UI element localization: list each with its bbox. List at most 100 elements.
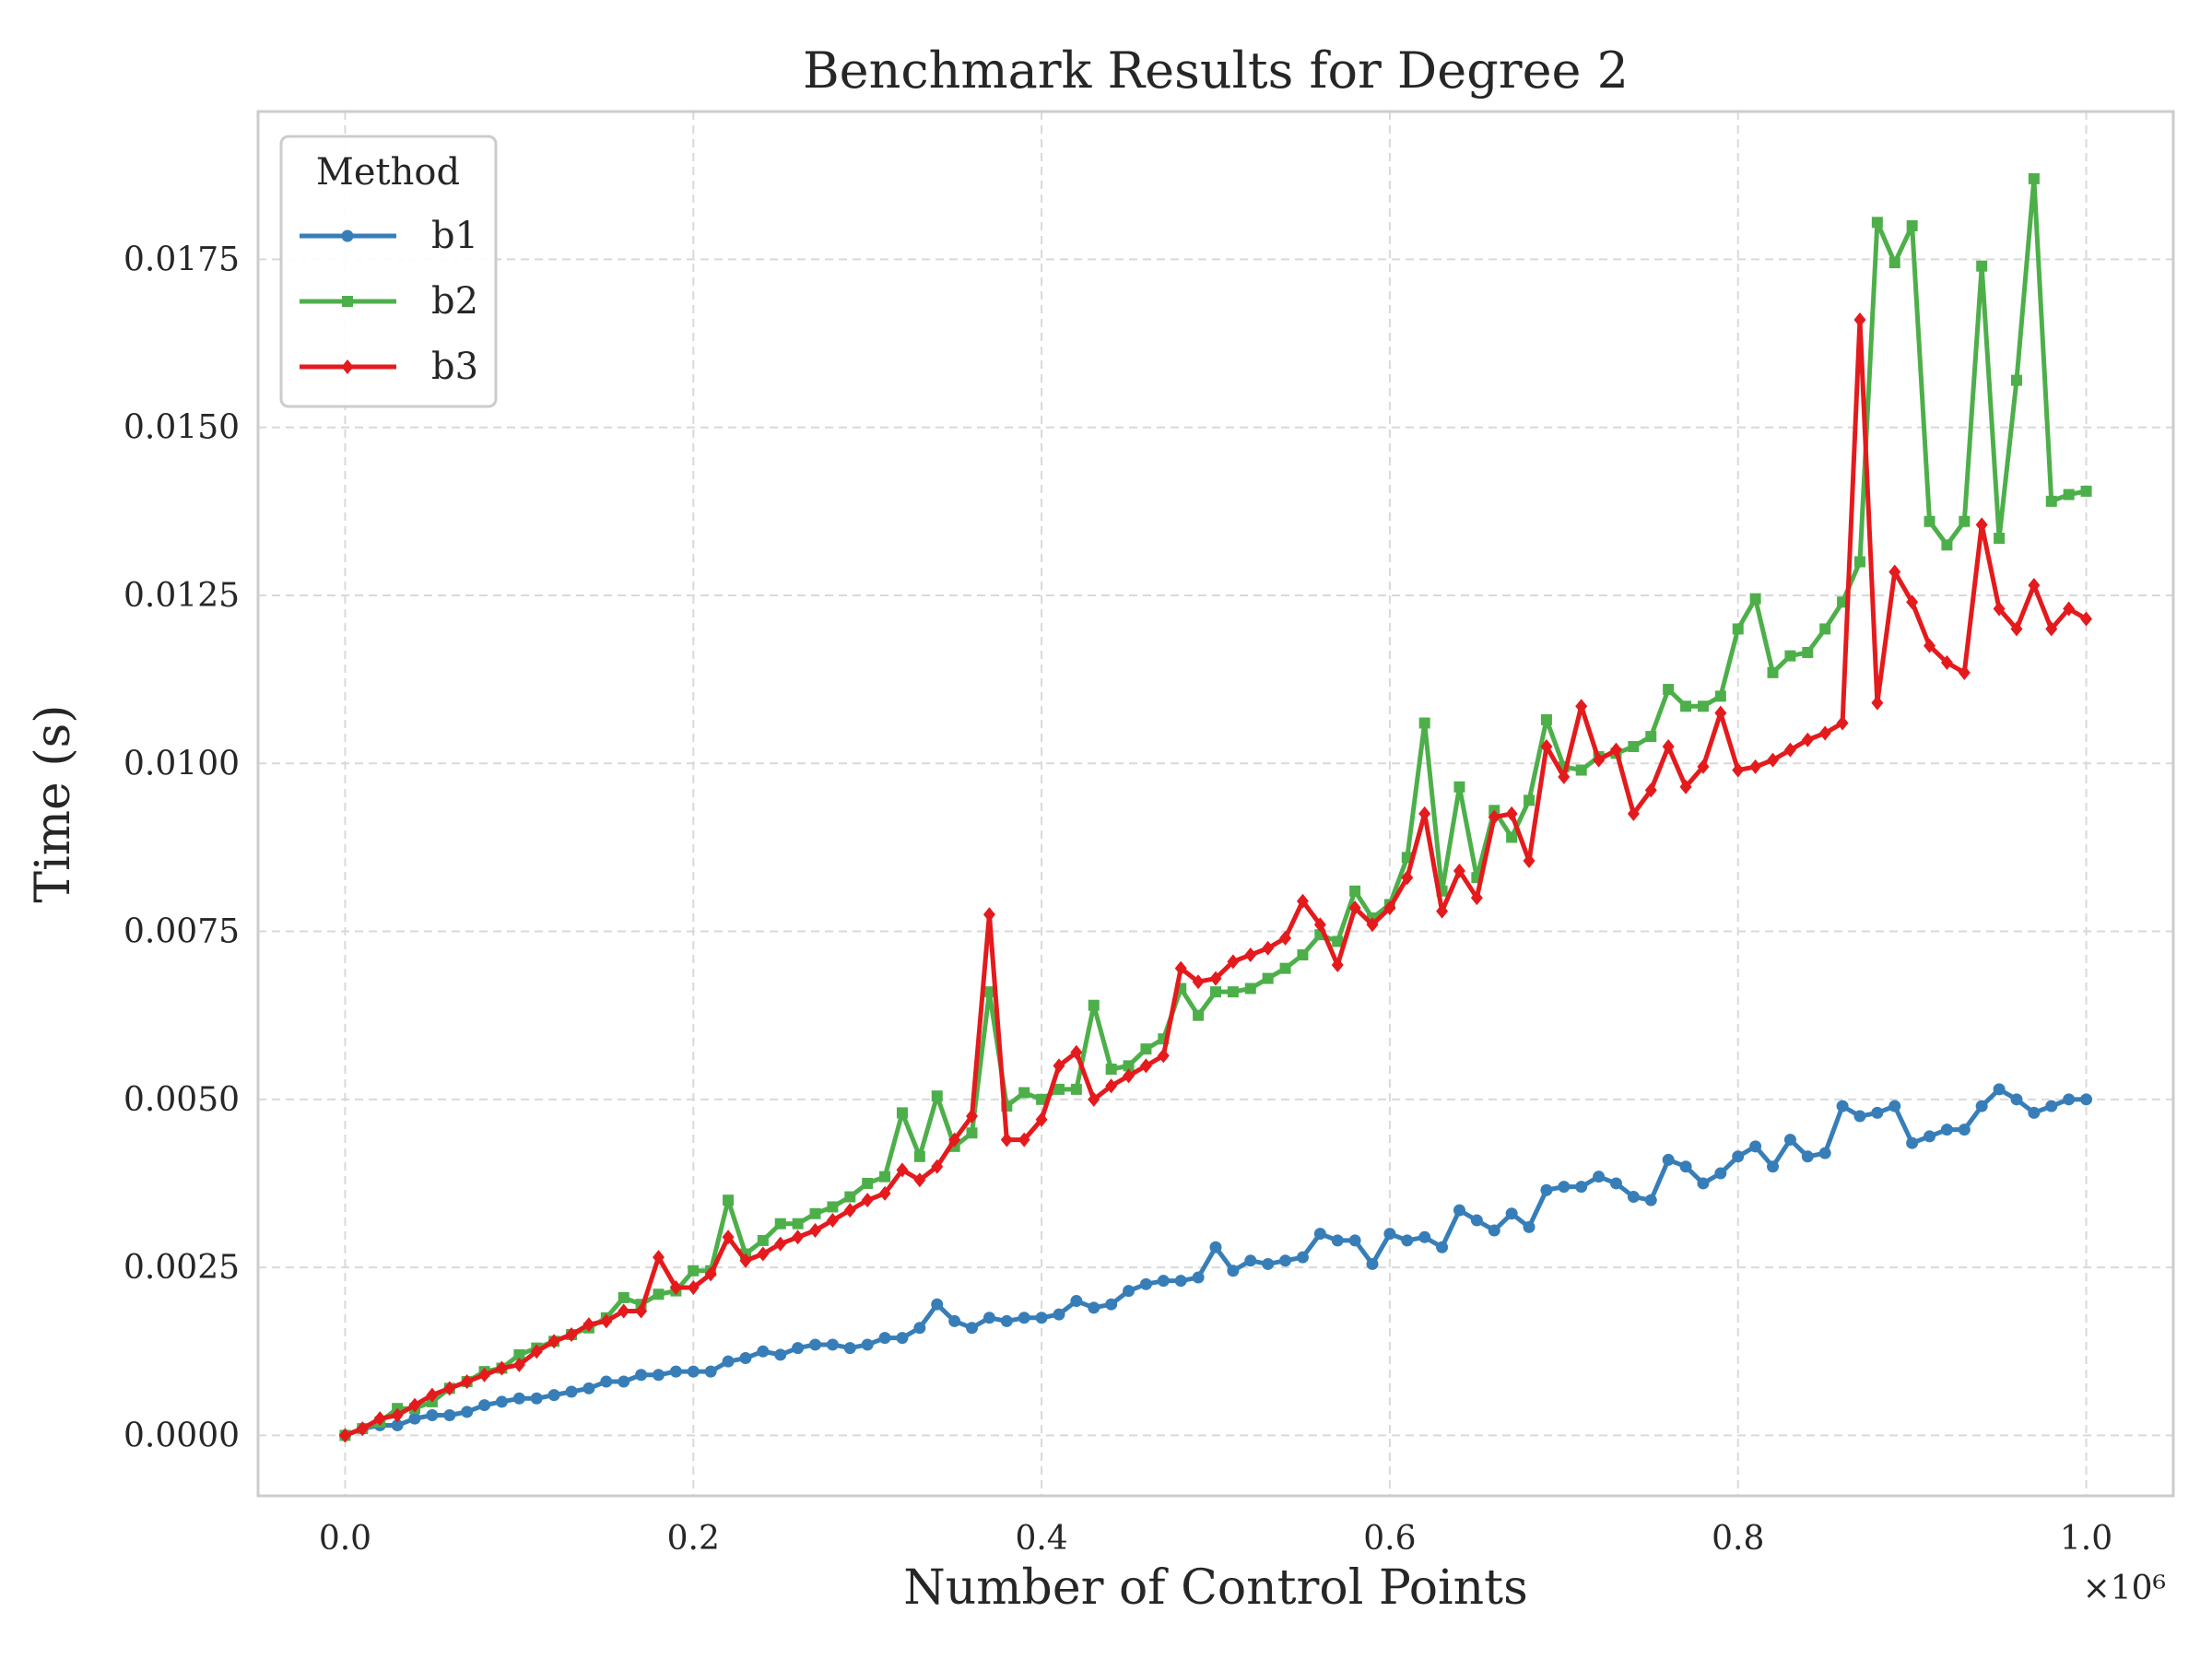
series-layer xyxy=(338,172,2093,1443)
data-point-b1 xyxy=(1697,1177,1710,1190)
data-point-b1 xyxy=(1383,1228,1396,1241)
data-point-b1 xyxy=(1609,1177,1622,1190)
data-point-b3 xyxy=(809,1222,822,1238)
legend-swatch-marker xyxy=(342,296,353,307)
data-point-b1 xyxy=(1157,1275,1170,1288)
data-point-b3 xyxy=(1940,654,1953,670)
data-point-b2 xyxy=(2063,488,2075,500)
data-point-b3 xyxy=(1070,1044,1083,1060)
data-point-b3 xyxy=(1767,752,1780,768)
data-point-b2 xyxy=(827,1201,839,1213)
data-point-b2 xyxy=(1819,623,1831,635)
data-point-b3 xyxy=(565,1327,578,1343)
data-point-b2 xyxy=(1697,700,1709,712)
data-point-b1 xyxy=(426,1409,439,1422)
data-point-b3 xyxy=(443,1381,456,1396)
x-tick-label: 0.4 xyxy=(1015,1520,1067,1558)
data-point-b1 xyxy=(687,1365,700,1378)
data-point-b1 xyxy=(652,1369,665,1382)
data-point-b3 xyxy=(1088,1091,1100,1107)
data-point-b1 xyxy=(1436,1241,1449,1253)
data-point-b1 xyxy=(1662,1153,1675,1166)
data-point-b3 xyxy=(1035,1112,1048,1127)
data-point-b2 xyxy=(1053,1083,1065,1095)
data-point-b3 xyxy=(687,1279,700,1295)
data-point-b2 xyxy=(1453,781,1465,793)
data-point-b1 xyxy=(618,1375,630,1388)
data-point-b1 xyxy=(1279,1254,1292,1267)
data-point-b3 xyxy=(652,1250,665,1265)
data-point-b3 xyxy=(478,1367,491,1382)
data-point-b3 xyxy=(1436,903,1449,919)
data-point-b3 xyxy=(582,1317,595,1333)
data-point-b1 xyxy=(2010,1093,2023,1106)
data-point-b1 xyxy=(722,1355,735,1368)
data-point-b1 xyxy=(1871,1106,1884,1119)
legend-swatch-marker xyxy=(341,359,354,374)
data-point-b2 xyxy=(931,1090,943,1102)
data-point-b2 xyxy=(1663,684,1675,696)
data-point-b3 xyxy=(1924,638,1936,653)
legend-items: b1 b2 b3 xyxy=(300,215,478,388)
data-point-b2 xyxy=(1888,257,1900,269)
data-point-b1 xyxy=(1000,1314,1013,1327)
data-point-b1 xyxy=(1244,1254,1257,1267)
data-point-b2 xyxy=(1837,596,1849,608)
data-point-b2 xyxy=(2080,485,2092,497)
data-point-b2 xyxy=(1123,1060,1135,1072)
x-axis-label: Number of Control Points xyxy=(903,1560,1528,1616)
data-point-b1 xyxy=(982,1312,995,1324)
data-point-b3 xyxy=(1975,517,1988,533)
data-point-b2 xyxy=(1279,962,1291,974)
data-point-b1 xyxy=(1209,1241,1222,1253)
x-tick-label: 0.2 xyxy=(667,1520,720,1558)
data-point-b1 xyxy=(1366,1257,1379,1270)
data-point-b3 xyxy=(982,907,995,923)
data-point-b1 xyxy=(1940,1124,1953,1136)
data-point-b1 xyxy=(774,1348,787,1361)
y-tick-label: 0.0125 xyxy=(124,577,240,615)
data-point-b3 xyxy=(1192,974,1205,990)
data-point-b2 xyxy=(1941,539,1953,551)
y-tick-label: 0.0175 xyxy=(124,241,240,278)
data-point-b1 xyxy=(1192,1271,1205,1284)
data-point-b2 xyxy=(1853,556,1865,568)
data-point-b1 xyxy=(2080,1093,2093,1106)
data-point-b1 xyxy=(582,1382,595,1394)
data-point-b3 xyxy=(1993,601,2006,617)
data-point-b2 xyxy=(2045,495,2057,507)
data-point-b3 xyxy=(1609,742,1622,758)
x-tick-label: 0.0 xyxy=(319,1520,371,1558)
data-point-b3 xyxy=(913,1172,926,1188)
data-point-b3 xyxy=(2010,621,2023,637)
data-point-b1 xyxy=(1924,1130,1936,1143)
data-point-b2 xyxy=(1680,700,1692,712)
data-point-b3 xyxy=(1366,917,1379,933)
data-point-b1 xyxy=(826,1338,839,1351)
data-point-b2 xyxy=(1244,982,1256,994)
data-point-b2 xyxy=(688,1265,700,1277)
data-point-b2 xyxy=(1262,972,1274,984)
data-point-b3 xyxy=(1157,1048,1170,1064)
data-point-b3 xyxy=(1749,759,1762,774)
data-point-b3 xyxy=(338,1428,351,1443)
data-point-b1 xyxy=(1714,1167,1727,1180)
data-point-b3 xyxy=(1139,1058,1152,1074)
data-point-b3 xyxy=(408,1397,421,1413)
data-point-b2 xyxy=(1959,515,1971,527)
series-b3 xyxy=(338,312,2093,1443)
data-point-b3 xyxy=(635,1303,648,1319)
data-point-b1 xyxy=(948,1314,961,1327)
data-point-b3 xyxy=(1505,806,1518,821)
data-point-b1 xyxy=(2045,1100,2058,1112)
chart-title: Benchmark Results for Degree 2 xyxy=(803,41,1629,100)
data-point-b1 xyxy=(1958,1124,1971,1136)
data-point-b1 xyxy=(1418,1230,1431,1243)
data-point-b1 xyxy=(1767,1160,1780,1173)
data-point-b3 xyxy=(1714,705,1727,721)
data-point-b2 xyxy=(1332,935,1344,947)
data-point-b3 xyxy=(861,1193,874,1208)
data-point-b2 xyxy=(1628,741,1640,753)
data-point-b3 xyxy=(1679,779,1692,794)
